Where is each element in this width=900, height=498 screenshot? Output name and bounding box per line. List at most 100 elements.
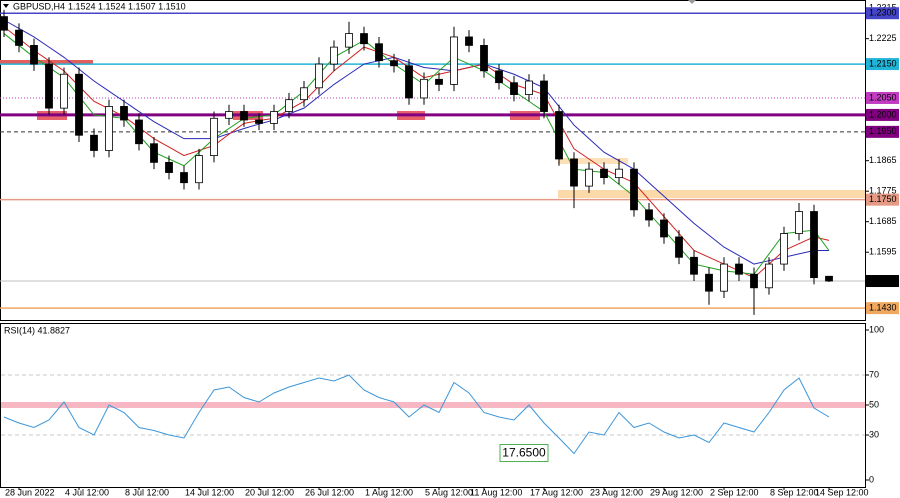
candle-body bbox=[240, 111, 248, 121]
candle-body bbox=[585, 168, 593, 187]
x-tick-label: 2 Sep 12:00 bbox=[710, 487, 759, 497]
quote: 1.1524 1.1524 1.1507 1.1510 bbox=[68, 1, 186, 11]
level-label-box bbox=[866, 108, 899, 121]
candle-body bbox=[510, 82, 518, 95]
candle-body bbox=[300, 87, 308, 101]
candle-body bbox=[345, 33, 353, 48]
x-tick-label: 14 Sep 12:00 bbox=[815, 487, 869, 497]
candle-body bbox=[405, 65, 413, 99]
level-label: 1.1430 bbox=[869, 303, 897, 313]
candle-body bbox=[15, 29, 23, 46]
y-tick-label: 1.1685 bbox=[869, 216, 897, 226]
candle-body bbox=[735, 263, 743, 275]
candle-body bbox=[315, 63, 323, 89]
y-tick-label: 50 bbox=[869, 399, 879, 409]
x-tick-label: 28 Jun 2022 bbox=[5, 487, 55, 497]
level-band bbox=[1, 402, 865, 408]
candle-body bbox=[525, 80, 533, 95]
candle-body bbox=[570, 158, 578, 187]
annotation: 17.6500 bbox=[502, 446, 546, 460]
resistance-zone bbox=[558, 158, 628, 164]
candle-body bbox=[690, 256, 698, 275]
level-label: 1.2050 bbox=[869, 92, 897, 102]
candle-body bbox=[270, 111, 278, 124]
level-label-box bbox=[866, 91, 899, 104]
candle-body bbox=[795, 211, 803, 234]
rsi-line bbox=[3, 374, 830, 455]
candle-body bbox=[255, 119, 263, 124]
candle-body bbox=[450, 36, 458, 85]
x-tick-label: 29 Aug 12:00 bbox=[650, 487, 703, 497]
candle-body bbox=[705, 273, 713, 292]
y-tick-label: 1.1865 bbox=[869, 155, 897, 165]
candle-body bbox=[540, 80, 548, 112]
candle-body bbox=[120, 106, 128, 121]
level-label-box bbox=[866, 7, 899, 20]
level-label: 1.2300 bbox=[869, 8, 897, 18]
moving-average bbox=[3, 19, 829, 265]
candle-body bbox=[225, 111, 233, 119]
candle-body bbox=[720, 263, 728, 292]
candle-body bbox=[285, 99, 293, 112]
candle-body bbox=[105, 106, 113, 151]
candle-body bbox=[420, 78, 428, 99]
candle-body bbox=[390, 60, 398, 67]
x-tick-label: 8 Jul 12:00 bbox=[125, 487, 169, 497]
candle-body bbox=[435, 78, 443, 85]
candle-body bbox=[660, 219, 668, 238]
level-label-box bbox=[866, 193, 899, 206]
candle-body bbox=[810, 211, 818, 279]
x-tick-label: 23 Aug 12:00 bbox=[590, 487, 643, 497]
candle-body bbox=[90, 134, 98, 151]
rsi-title: RSI(14) 41.8827 bbox=[4, 325, 70, 335]
candle-body bbox=[195, 155, 203, 184]
x-tick-label: 20 Jul 12:00 bbox=[245, 487, 294, 497]
candle-body bbox=[645, 209, 653, 221]
candle-body bbox=[210, 117, 218, 156]
x-tick-label: 5 Aug 12:00 bbox=[425, 487, 473, 497]
y-tick-label: 0 bbox=[869, 474, 874, 484]
y-tick-label: 1.1595 bbox=[869, 247, 897, 257]
x-tick-label: 14 Jul 12:00 bbox=[185, 487, 234, 497]
level-label: 1.1950 bbox=[869, 126, 897, 136]
candle-body bbox=[765, 263, 773, 289]
candle-body bbox=[330, 46, 338, 65]
candle-body bbox=[150, 143, 158, 163]
annotation-box bbox=[499, 444, 549, 463]
symbol-title: GBPUSD,H4 bbox=[13, 1, 65, 11]
candle-body bbox=[630, 168, 638, 211]
candle-body bbox=[60, 73, 68, 109]
candle-body bbox=[825, 275, 833, 282]
level-label-box bbox=[866, 125, 899, 138]
level-label: 1.1510 bbox=[869, 275, 897, 285]
y-tick-label: 30 bbox=[869, 429, 879, 439]
resistance-zone bbox=[558, 190, 865, 198]
candle-body bbox=[30, 45, 38, 65]
candle-body bbox=[45, 63, 53, 109]
candle-body bbox=[495, 70, 503, 84]
candle-body bbox=[780, 233, 788, 265]
level-label-box bbox=[866, 58, 899, 71]
x-tick-label: 11 Aug 12:00 bbox=[470, 487, 522, 497]
y-tick-label: 100 bbox=[869, 324, 884, 334]
x-tick-label: 1 Aug 12:00 bbox=[365, 487, 413, 497]
candle-body bbox=[375, 43, 383, 62]
candle-body bbox=[135, 119, 143, 145]
candle-body bbox=[180, 172, 188, 184]
level-label-box bbox=[866, 275, 899, 288]
candle-body bbox=[675, 236, 683, 258]
candle-body bbox=[480, 45, 488, 72]
candle-body bbox=[0, 16, 8, 31]
candle-body bbox=[615, 168, 623, 179]
candle-body bbox=[600, 168, 608, 179]
candle-body bbox=[465, 36, 473, 46]
candle-body bbox=[75, 73, 83, 136]
y-tick-label: 1.2225 bbox=[869, 33, 897, 43]
x-tick-label: 17 Aug 12:00 bbox=[530, 487, 583, 497]
level-label: 1.2150 bbox=[869, 58, 897, 68]
zone-line bbox=[0, 60, 93, 64]
y-tick-label: 1.1775 bbox=[869, 186, 897, 196]
candle-body bbox=[750, 273, 758, 289]
